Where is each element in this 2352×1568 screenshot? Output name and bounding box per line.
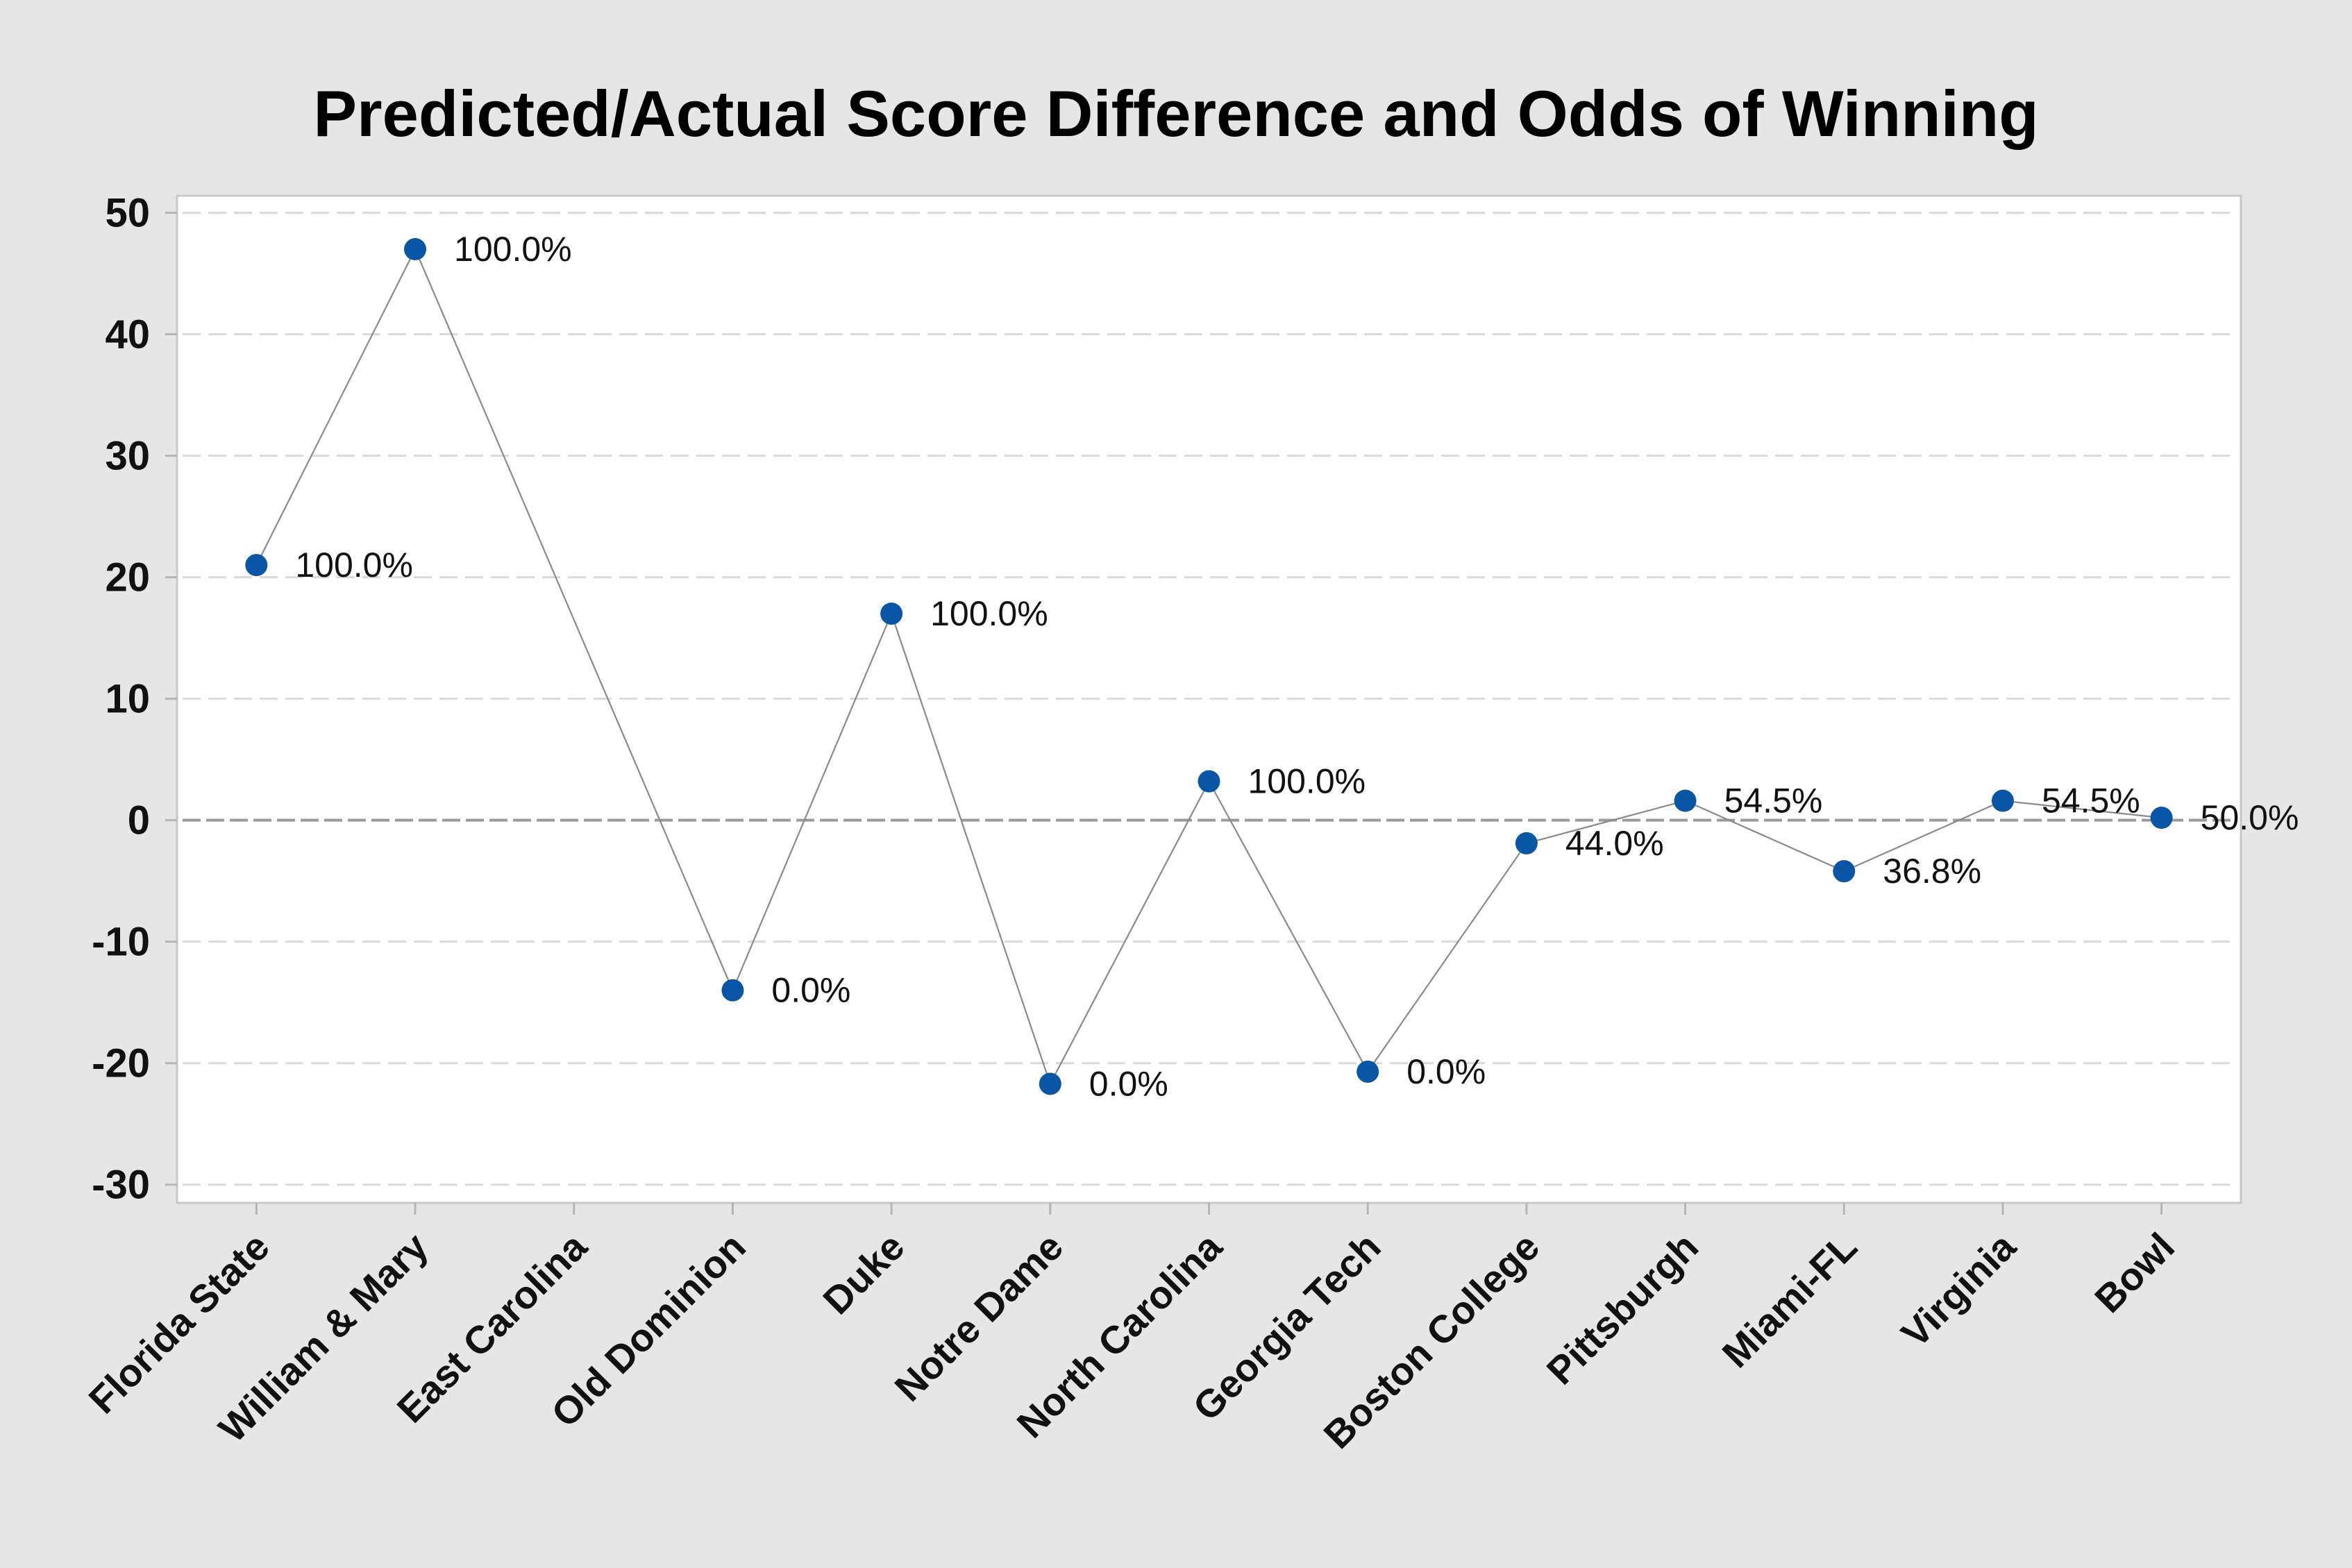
data-label: 100.0% <box>295 546 413 584</box>
data-label: 0.0% <box>1406 1052 1486 1091</box>
data-point <box>245 554 268 577</box>
data-label: 50.0% <box>2201 798 2299 837</box>
gridlines <box>183 212 2235 1186</box>
data-point <box>721 979 744 1002</box>
chart-title: Predicted/Actual Score Difference and Od… <box>313 77 2038 150</box>
y-tick-label: 0 <box>128 798 150 843</box>
y-tick-label: -20 <box>92 1041 150 1086</box>
y-tick-label: 30 <box>105 434 150 479</box>
y-tick-label: 20 <box>105 555 150 600</box>
data-label: 0.0% <box>1089 1064 1168 1103</box>
data-label: 100.0% <box>454 230 572 269</box>
data-label: 54.5% <box>2042 782 2140 820</box>
data-point <box>1198 770 1220 793</box>
y-tick-label: -10 <box>92 920 150 965</box>
y-tick-label: -30 <box>92 1163 150 1208</box>
data-point <box>1833 860 1856 883</box>
data-labels: 100.0% 100.0% 0.0% 100.0% 0.0% 100.0% 0.0% 44.0… <box>295 230 2299 1103</box>
data-label: 54.5% <box>1724 782 1823 820</box>
data-label: 44.0% <box>1565 824 1664 863</box>
data-point <box>404 238 427 261</box>
data-point <box>1515 832 1538 854</box>
y-tick-label: 40 <box>105 312 150 357</box>
data-label: 100.0% <box>930 594 1048 633</box>
data-label: 36.8% <box>1883 852 1981 891</box>
data-label: 0.0% <box>771 971 850 1010</box>
data-point <box>1356 1060 1379 1083</box>
data-label: 100.0% <box>1248 762 1366 801</box>
data-point <box>1991 789 2014 812</box>
series <box>245 238 2173 1095</box>
data-point <box>1039 1072 1061 1095</box>
data-point <box>1674 789 1697 812</box>
y-tick-label: 10 <box>105 677 150 722</box>
series-line <box>255 247 2162 1086</box>
y-tick-label: 50 <box>105 191 150 236</box>
data-point <box>2150 807 2173 829</box>
data-point <box>880 602 903 625</box>
